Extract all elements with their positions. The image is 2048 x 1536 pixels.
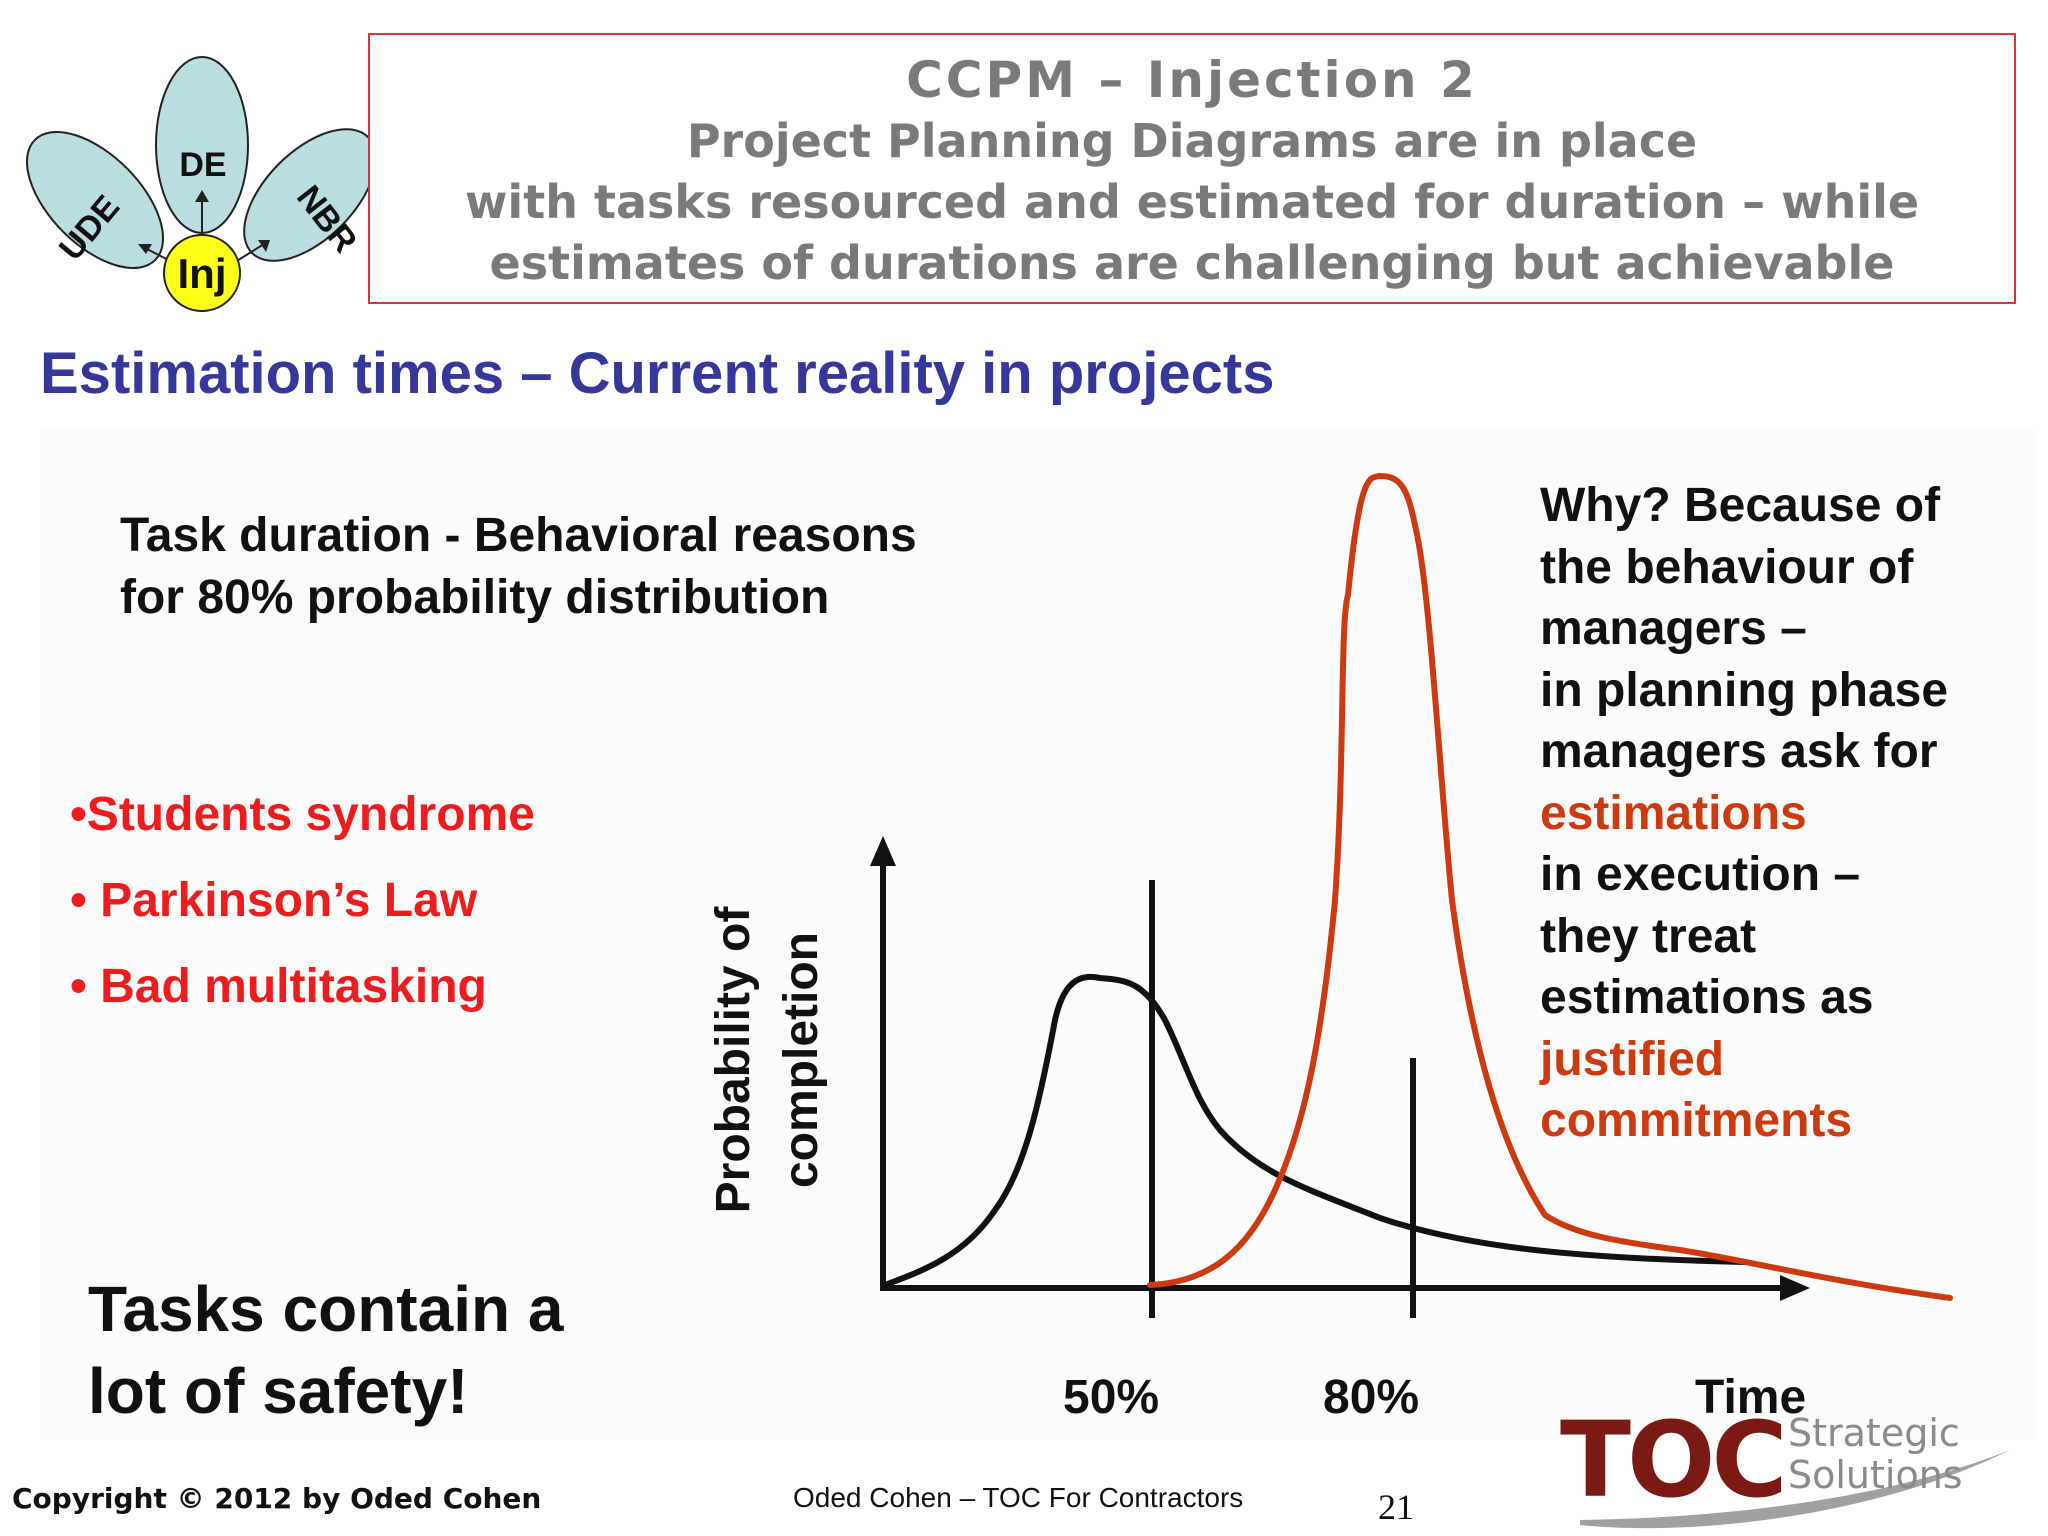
injection-diagram: UDE DE NBR Inj <box>25 56 377 312</box>
y-axis-label: Probability of completion <box>700 850 850 1270</box>
logo-swoosh <box>1580 1450 2010 1529</box>
logo-line-strategic: Strategic <box>1788 1411 1960 1455</box>
inj-label: Inj <box>178 250 227 297</box>
tick-label-80: 80% <box>1323 1371 1420 1424</box>
why-line: Why? Because of <box>1540 479 1941 532</box>
safety-line-1: Tasks contain a <box>88 1273 564 1345</box>
y-axis-label-line-2: completion <box>775 932 828 1189</box>
y-axis-arrow <box>870 836 896 866</box>
slide-content-panel <box>40 430 2035 1440</box>
y-axis-label-line-1: Probability of <box>707 906 760 1214</box>
safety-line-2: lot of safety! <box>88 1355 469 1427</box>
black-distribution-curve <box>882 973 1748 1288</box>
why-highlight-justified: justified <box>1540 1032 1725 1086</box>
footer-center-text: Oded Cohen – TOC For Contractors <box>793 1482 1244 1513</box>
why-explanation: Why? Because of the behaviour of manager… <box>1540 475 1948 1152</box>
title-box: CCPM – Injection 2 Project Planning Diag… <box>368 33 2016 304</box>
copyright-text: Copyright © 2012 by Oded Cohen <box>12 1482 542 1515</box>
title-line-3: with tasks resourced and estimated for d… <box>464 175 1920 229</box>
x-axis-arrow <box>1780 1275 1810 1301</box>
bullet-list: •Students syndrome • Parkinson’s Law • B… <box>70 785 535 1043</box>
bullet-parkinsons-law: • Parkinson’s Law <box>70 874 478 927</box>
why-line: in execution – <box>1540 848 1861 901</box>
why-highlight-commitments: commitments <box>1540 1094 1853 1147</box>
safety-statement: Tasks contain a lot of safety! <box>88 1268 563 1432</box>
task-duration-heading: Task duration - Behavioral reasons for 8… <box>120 505 917 629</box>
title-line-1: CCPM – Injection 2 <box>906 51 1478 109</box>
why-line: the behaviour of <box>1540 540 1914 594</box>
ude-petal <box>25 130 165 270</box>
logo-subtitle: Strategic Solutions <box>1788 1412 1963 1496</box>
bullet-students-syndrome: •Students syndrome <box>70 788 535 841</box>
page-number: 21 <box>1378 1487 1414 1527</box>
red-distribution-curve <box>1147 472 1953 1301</box>
subtitle: Estimation times – Current reality in pr… <box>40 341 1275 406</box>
why-line: managers ask for <box>1540 725 1938 778</box>
tick-label-50: 50% <box>1063 1371 1160 1424</box>
bullet-bad-multitasking: • Bad multitasking <box>70 960 487 1013</box>
x-axis-label-time: Time <box>1695 1371 1807 1424</box>
nbr-petal <box>243 128 377 262</box>
title-line-4: estimates of durations are challenging b… <box>489 236 1895 290</box>
logo-toc: TOC <box>1560 1399 1788 1521</box>
inj-center <box>163 234 241 312</box>
why-line: they treat <box>1540 909 1757 963</box>
de-label: DE <box>179 146 226 184</box>
why-line: in planning phase <box>1540 663 1949 717</box>
logo-line-solutions: Solutions <box>1788 1453 1963 1497</box>
task-duration-line-1: Task duration - Behavioral reasons <box>120 509 917 562</box>
title-line-2: Project Planning Diagrams are in place <box>686 114 1698 168</box>
why-line: estimations as <box>1540 971 1874 1024</box>
why-line: managers – <box>1540 602 1807 655</box>
task-duration-line-2: for 80% probability distribution <box>120 571 830 624</box>
why-highlight-estimations: estimations <box>1540 786 1807 840</box>
